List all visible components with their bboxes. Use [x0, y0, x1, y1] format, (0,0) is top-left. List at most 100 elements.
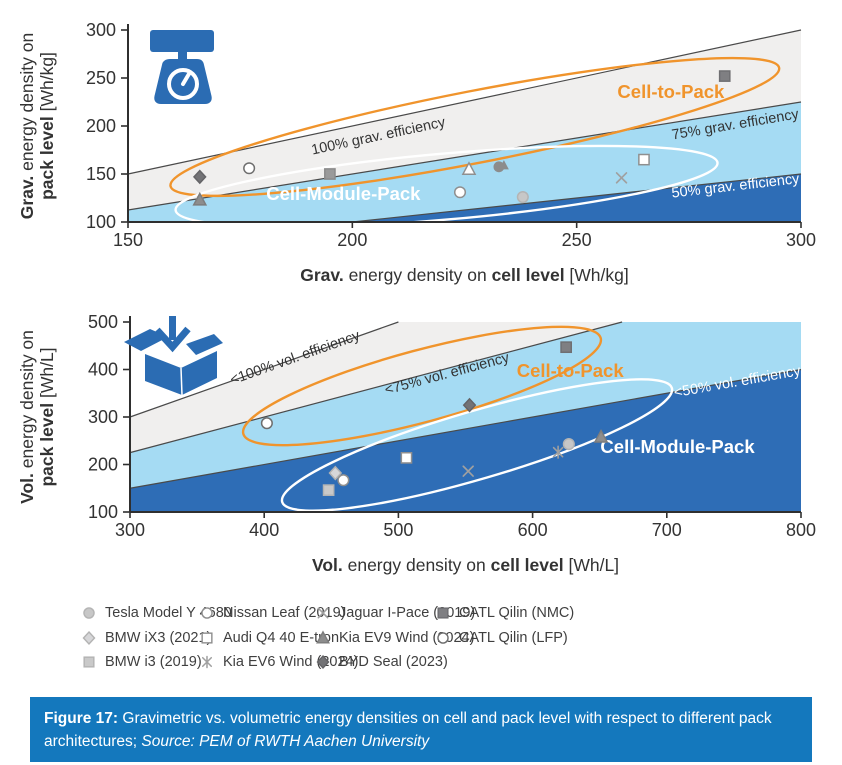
square-dark-marker-icon — [437, 607, 449, 619]
legend-item: Tesla Model Y 4680 — [81, 605, 232, 621]
zone-label: Cell-to-Pack — [617, 81, 725, 102]
data-point-catl-qilin-nmc- — [718, 70, 731, 82]
data-point-audi-q4-40-e-tron — [638, 153, 650, 166]
y-tick-label: 300 — [88, 407, 118, 427]
data-point-kia-ev9-wind-2024- — [593, 428, 609, 443]
y-tick-label: 150 — [86, 164, 116, 184]
legend-label: Tesla Model Y 4680 — [105, 605, 232, 622]
y-axis-title-line2: pack level [Wh/kg] — [37, 52, 57, 200]
efficiency-band — [130, 369, 801, 512]
data-point-jaguar-i-pace-2019- — [615, 172, 628, 184]
zone-label: Cell-to-Pack — [517, 360, 625, 381]
legend-item: BYD Seal (2023) — [315, 654, 448, 670]
y-tick-label: 200 — [88, 455, 118, 475]
legend-label: BMW i3 (2019) — [105, 654, 202, 671]
legend-item: CATL Qilin (NMC) — [435, 605, 615, 621]
y-axis-title-line1: Grav. energy density on — [17, 33, 37, 219]
efficiency-line — [129, 368, 802, 489]
x-tick-label: 700 — [652, 520, 682, 540]
data-point-marker — [201, 607, 213, 619]
legend-label: BYD Seal (2023) — [339, 654, 448, 671]
y-tick-label: 250 — [86, 68, 116, 88]
diamond-light-marker-icon — [82, 630, 96, 645]
x-tick-label: 150 — [113, 230, 143, 250]
square-light-marker-icon — [83, 656, 95, 668]
data-point-bmw-ix3-2021- — [328, 465, 343, 481]
x-tick-label: 300 — [115, 520, 145, 540]
cell-to-pack-ellipse — [241, 325, 603, 447]
y-tick-label: 100 — [86, 212, 116, 232]
circle-open-dark-marker-icon — [437, 632, 449, 644]
data-point-marker — [437, 607, 449, 619]
data-point-bmw-i3-2019- — [324, 168, 336, 180]
efficiency-line — [127, 101, 802, 211]
data-point-nissan-leaf-2019- — [453, 186, 467, 199]
data-point-kia-ev9-wind-2024- — [192, 191, 208, 206]
x-axis-title: Vol. energy density on cell level [Wh/L] — [312, 555, 619, 575]
cell-to-pack-ellipse — [169, 56, 781, 198]
data-point-kia-ev6-wind-2024- — [552, 445, 564, 459]
y-tick-label: 200 — [86, 116, 116, 136]
zone-label: Cell-Module-Pack — [266, 183, 421, 204]
data-point-marker — [316, 630, 330, 644]
legend-item: Kia EV9 Wind (2024) — [315, 630, 474, 646]
x-tick-label: 400 — [249, 520, 279, 540]
efficiency-line — [127, 29, 802, 175]
box-icon — [124, 316, 223, 396]
data-point-marker — [437, 632, 449, 644]
square-open-marker-icon — [201, 632, 213, 644]
star6-marker-icon — [201, 655, 213, 669]
legend-label: CATL Qilin (NMC) — [459, 605, 575, 622]
x-marker-icon — [317, 607, 329, 619]
legend-item: Audi Q4 40 E-tron — [199, 630, 339, 646]
x-axis-title: Grav. energy density on cell level [Wh/k… — [300, 265, 629, 285]
data-point-tesla-model-y-4680 — [516, 190, 529, 204]
efficiency-line — [129, 321, 399, 418]
data-point-audi-q4-40-e-tron — [400, 452, 413, 464]
efficiency-line — [129, 321, 623, 454]
data-point-catl-qilin-lfp- — [243, 162, 256, 175]
circle-open-marker-icon — [201, 607, 213, 619]
legend-item: BMW i3 (2019) — [81, 654, 202, 671]
legend-label: Nissan Leaf (2019) — [223, 605, 346, 622]
x-tick-label: 500 — [383, 520, 413, 540]
legend-item: CATL Qilin (LFP) — [435, 630, 615, 646]
data-point-marker — [201, 632, 213, 644]
y-axis-title-line1: Vol. energy density on — [17, 330, 37, 504]
x-tick-label: 600 — [518, 520, 548, 540]
triangle-dark-marker-icon — [316, 630, 330, 644]
data-point-byd-seal-2023- — [462, 397, 477, 413]
data-point-catl-qilin-lfp- — [260, 417, 273, 430]
y-tick-label: 300 — [86, 20, 116, 40]
x-tick-label: 800 — [786, 520, 816, 540]
cell-module-pack-ellipse — [280, 378, 674, 512]
caption-source: Source: PEM of RWTH Aachen University — [141, 733, 430, 751]
data-point-overlapping-markers — [493, 160, 509, 173]
cell-module-pack-ellipse — [174, 144, 719, 229]
efficiency-band — [128, 30, 801, 210]
data-point-marker — [82, 630, 96, 645]
legend-item: BMW iX3 (2021) — [81, 630, 211, 646]
legend-item: Jaguar I-Pace (2019) — [315, 605, 475, 621]
caption-label: Figure 17: — [44, 710, 119, 727]
vol-energy-density-chart: <100% vol. efficiency <75% vol. efficienc… — [17, 312, 816, 575]
y-tick-label: 100 — [88, 502, 118, 522]
scale-icon — [150, 30, 214, 104]
y-tick-label: 400 — [88, 360, 118, 380]
figure-caption: Figure 17: Gravimetric vs. volumetric en… — [30, 697, 812, 762]
data-point-marker — [83, 607, 95, 619]
efficiency-line — [352, 173, 802, 223]
legend-label: BMW iX3 (2021) — [105, 629, 212, 646]
legend-label: CATL Qilin (LFP) — [459, 629, 568, 646]
caption-text: Gravimetric vs. volumetric energy densit… — [44, 710, 772, 751]
data-point-bmw-i3-2019- — [322, 484, 335, 497]
data-point-marker — [317, 607, 329, 619]
legend-label: Audi Q4 40 E-tron — [223, 629, 340, 646]
circle-light-marker-icon — [83, 607, 95, 619]
data-point-nissan-leaf-2019- — [337, 474, 350, 487]
data-point-byd-seal-2023- — [192, 169, 207, 185]
data-point-catl-qilin-nmc- — [560, 341, 572, 354]
zone-label: Cell-Module-Pack — [600, 436, 755, 457]
y-axis-title-line2: pack level [Wh/L] — [37, 347, 57, 486]
